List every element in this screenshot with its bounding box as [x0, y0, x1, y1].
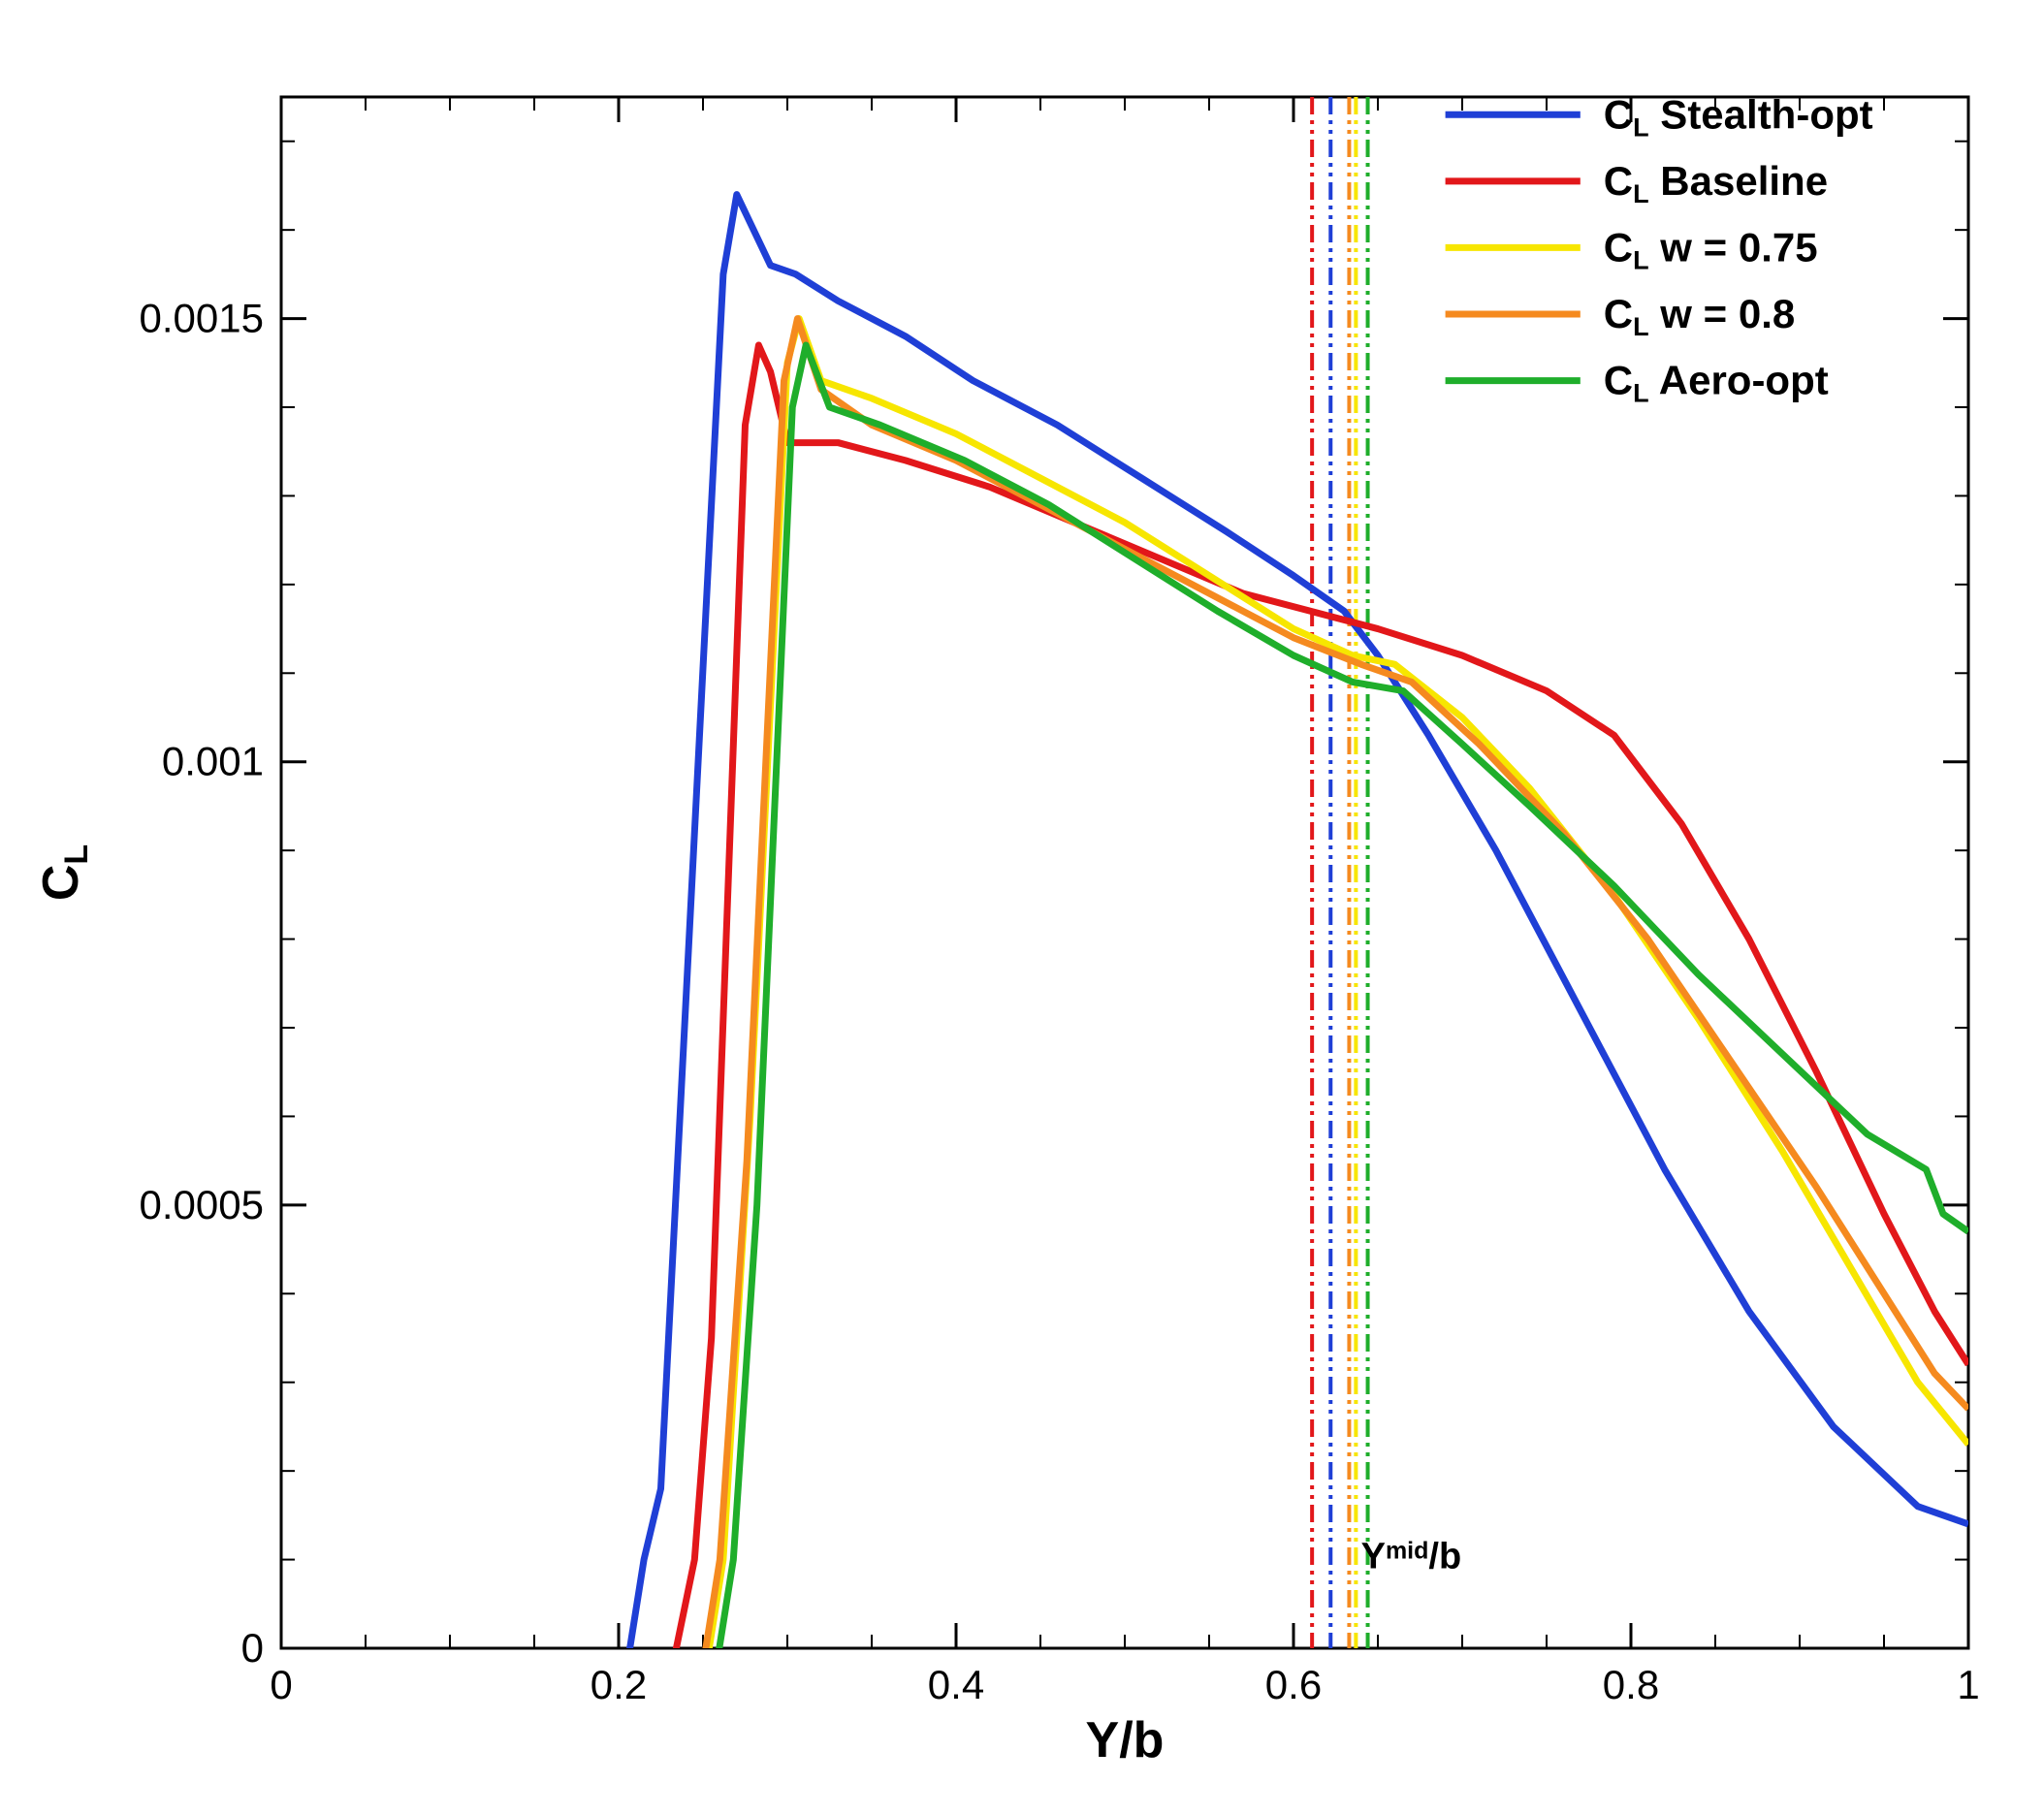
chart-svg: 0 0.2 0.4 0.6 0.8 1 0 0.0005 0.001 0.0015 Y/b CL Ymi… — [0, 0, 2044, 1815]
x-tick-label: 0.6 — [1265, 1662, 1322, 1707]
y-axis-label: CL — [33, 844, 95, 901]
legend-label-stealth: CL Stealth-opt — [1604, 91, 1873, 142]
ymid-annotation: Ymid/b — [1361, 1537, 1462, 1577]
x-tick-label: 0.2 — [591, 1662, 647, 1707]
y-tick-label: 0 — [241, 1625, 264, 1671]
x-tick-label: 0 — [270, 1662, 292, 1707]
legend-label-aero: CL Aero-opt — [1604, 358, 1829, 408]
x-axis-label: Y/b — [1086, 1712, 1165, 1768]
y-tick-label: 0.0005 — [140, 1182, 264, 1227]
lift-distribution-chart: 0 0.2 0.4 0.6 0.8 1 0 0.0005 0.001 0.0015 Y/b CL Ymi… — [0, 0, 2044, 1815]
series-baseline — [673, 345, 1968, 1666]
x-tick-label: 1 — [1957, 1662, 1979, 1707]
series-stealth — [627, 195, 1968, 1667]
y-tick-label: 0.0015 — [140, 296, 264, 341]
legend-label-w08: CL w = 0.8 — [1604, 291, 1795, 341]
legend-label-w075: CL w = 0.75 — [1604, 224, 1818, 274]
legend-label-baseline: CL Baseline — [1604, 158, 1828, 208]
x-tick-label: 0.8 — [1603, 1662, 1659, 1707]
series-group — [627, 195, 1968, 1667]
y-tick-label: 0.001 — [162, 739, 264, 784]
svg-text:CL: CL — [33, 844, 95, 901]
x-tick-label: 0.4 — [928, 1662, 984, 1707]
